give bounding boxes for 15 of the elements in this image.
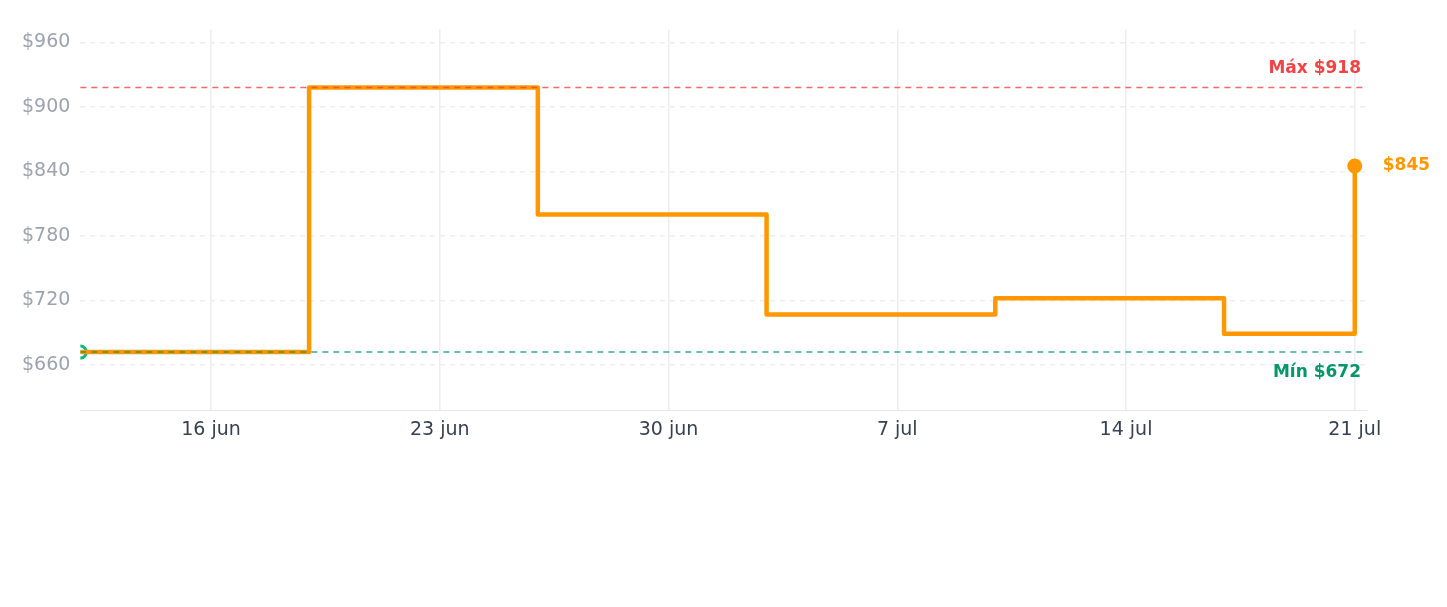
annotation: $845 (1382, 154, 1431, 175)
x-tick-label: 21 jul (1328, 416, 1382, 439)
ref-line-label: Mín $672 (1272, 361, 1361, 382)
y-tick-label: $720 (21, 287, 71, 310)
x-tick-label: 7 jul (876, 416, 918, 439)
y-tick-label: $780 (21, 222, 71, 245)
ref-line-label: Máx $918 (1268, 57, 1361, 78)
y-tick-label: $840 (21, 158, 71, 181)
y-tick-label: $660 (21, 351, 71, 374)
y-tick-label: $900 (21, 93, 71, 116)
x-tick-label: 14 jul (1099, 416, 1153, 439)
y-tick-label: $960 (21, 29, 71, 52)
x-tick-label: 23 jun (410, 416, 470, 439)
x-tick-label: 16 jun (181, 416, 241, 439)
x-tick-label: 30 jun (638, 416, 699, 439)
